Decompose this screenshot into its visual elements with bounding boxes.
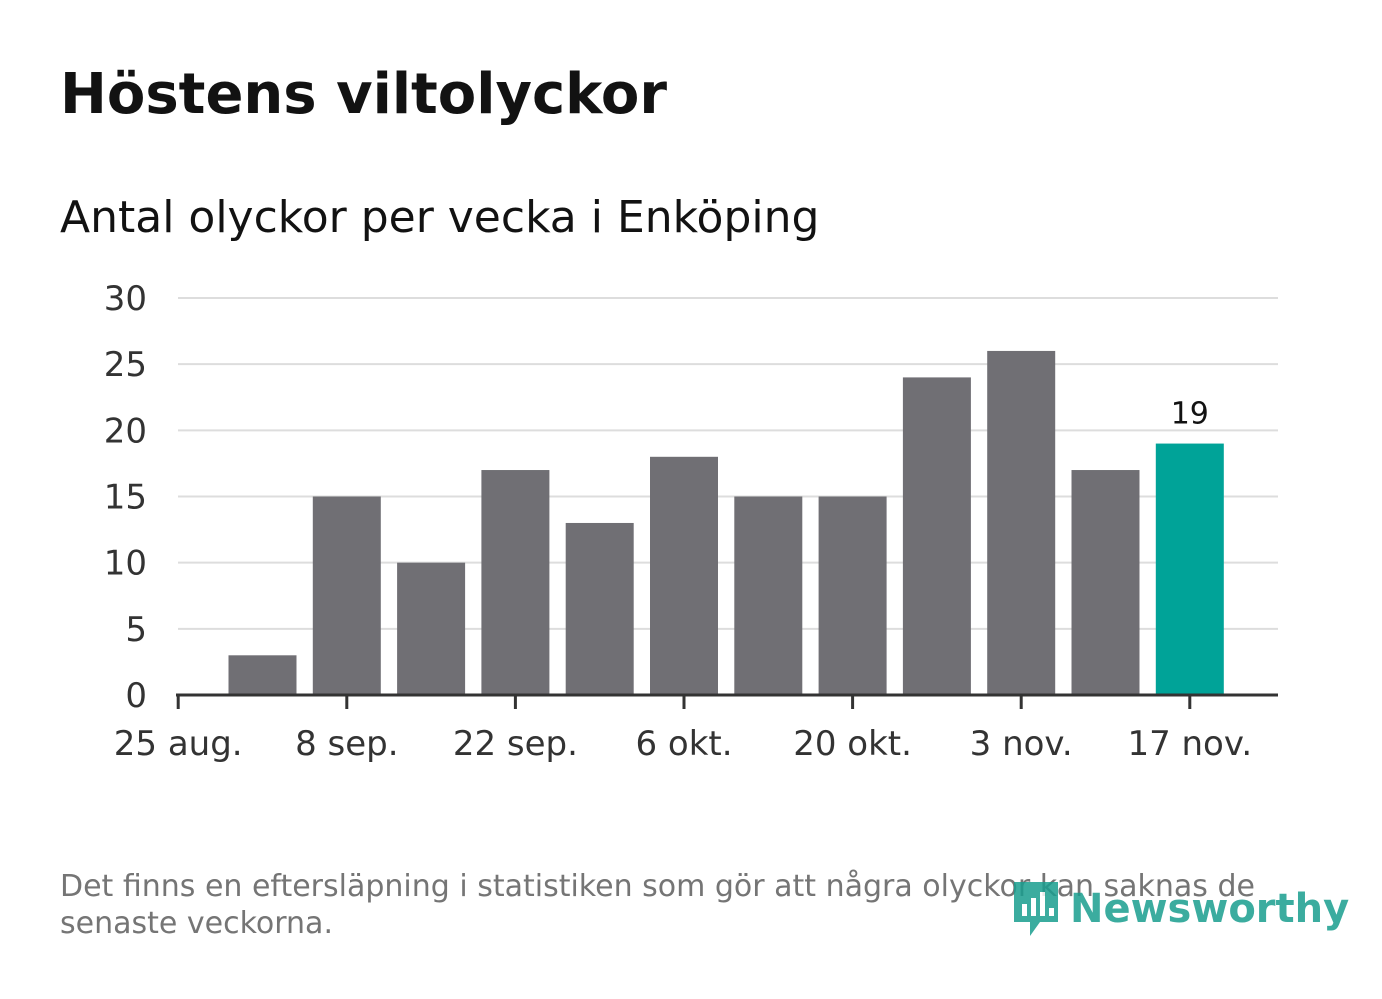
- data-label-11: 19: [1171, 397, 1209, 432]
- bar-27-okt-: [902, 377, 971, 695]
- bar-17-nov-: [1155, 443, 1224, 695]
- y-tick-label-0: 0: [125, 676, 147, 716]
- bar-chart: 0 5 10 15 20 25 30 19 25 aug. 8 sep. 22 sep. 6 okt.…: [104, 279, 1278, 764]
- bar-20-okt-: [818, 496, 887, 695]
- bar-13-okt-: [734, 496, 803, 695]
- y-tick-label-15: 15: [104, 478, 147, 518]
- x-tick-label-1: 8 sep.: [295, 724, 398, 764]
- chart-title: Höstens viltolyckor: [60, 62, 667, 127]
- bar-29-sep-: [565, 522, 634, 695]
- bar-1-sep-: [228, 655, 297, 695]
- x-tick-label-4: 20 okt.: [793, 724, 912, 764]
- y-tick-label-30: 30: [104, 279, 147, 319]
- y-tick-label-10: 10: [104, 544, 147, 584]
- y-tick-label-20: 20: [104, 411, 147, 451]
- x-tick-label-0: 25 aug.: [114, 724, 243, 764]
- bar-8-sep-: [312, 496, 381, 695]
- bar-3-nov-: [987, 350, 1056, 695]
- bar-15-sep-: [397, 562, 466, 695]
- newsworthy-logo-text: Newsworthy: [1070, 886, 1350, 932]
- bar-22-sep-: [481, 470, 550, 695]
- x-tick-label-5: 3 nov.: [970, 724, 1073, 764]
- bar-6-okt-: [650, 456, 718, 695]
- chart-subtitle: Antal olyckor per vecka i Enköping: [60, 192, 820, 243]
- y-tick-label-5: 5: [125, 610, 147, 650]
- y-tick-label-25: 25: [104, 345, 147, 385]
- newsworthy-logo: Newsworthy: [1010, 878, 1349, 940]
- newsworthy-logo-icon: [1014, 882, 1058, 936]
- x-tick-label-6: 17 nov.: [1127, 724, 1252, 764]
- x-tick-label-2: 22 sep.: [453, 724, 578, 764]
- bar-10-nov-: [1071, 470, 1140, 695]
- x-tick-label-3: 6 okt.: [635, 724, 732, 764]
